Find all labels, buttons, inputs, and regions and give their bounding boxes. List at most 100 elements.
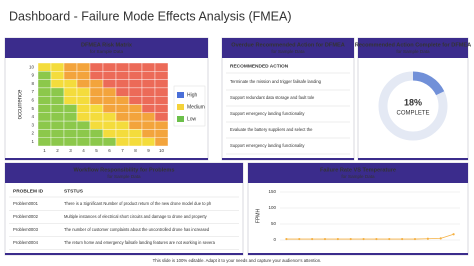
line-point (298, 237, 301, 241)
panel-subtitle: for Sample Data (90, 49, 124, 54)
legend-label: High (187, 92, 198, 98)
risk-cell (37, 112, 52, 122)
x-tick-label: 5 (95, 148, 98, 153)
risk-cell (141, 87, 156, 97)
legend-swatch (177, 92, 184, 98)
risk-cell (102, 120, 117, 130)
x-tick-label: 2 (56, 148, 59, 153)
panel-header (5, 163, 243, 183)
table-cell: Support redundant data storage and fault… (230, 95, 315, 100)
x-tick-label: 8 (134, 148, 137, 153)
x-tick-label: 1 (43, 148, 46, 153)
donut-arc (412, 71, 445, 96)
panel-subtitle: for Sample Data (396, 49, 430, 54)
risk-cell (128, 79, 143, 89)
table-cell: Problem0002 (13, 214, 39, 219)
panel-bottom-bar (222, 158, 354, 160)
risk-cell (102, 104, 117, 114)
risk-cell (76, 71, 91, 80)
risk-cell (128, 120, 143, 130)
panel-title: Overdue Recommended Action for DFMEA (231, 42, 345, 48)
risk-cell (141, 95, 156, 105)
risk-cell (37, 95, 52, 105)
risk-cell (154, 71, 169, 80)
panel-bottom-bar (358, 158, 468, 160)
risk-cell (141, 104, 156, 114)
risk-cell (154, 120, 169, 130)
risk-cell (141, 62, 156, 72)
risk-cell (89, 79, 104, 89)
risk-cell (50, 87, 65, 97)
risk-cell (154, 112, 169, 122)
risk-cell (37, 79, 52, 89)
risk-cell (37, 62, 52, 72)
risk-cell (154, 79, 169, 89)
risk-cell (102, 71, 117, 80)
y-tick-label: 7 (31, 89, 34, 94)
y-tick-label: 6 (31, 98, 34, 103)
risk-cell (89, 95, 104, 105)
risk-cell (115, 71, 130, 80)
risk-cell (141, 129, 156, 138)
y-tick-label: 3 (31, 122, 34, 127)
panel-bottom-bar (5, 158, 208, 160)
risk-cell (89, 104, 104, 114)
risk-cell (76, 129, 91, 138)
table-cell: Support emergency landing functionality (230, 111, 305, 116)
risk-cell (63, 62, 78, 72)
line-point (362, 237, 365, 241)
line-point (413, 237, 417, 241)
risk-cell (76, 120, 91, 130)
risk-cell (37, 71, 52, 80)
risk-cell (50, 120, 65, 130)
legend-swatch (177, 104, 184, 110)
footer-note: This slide is 100% editable. Adapt it to… (153, 258, 322, 263)
table-cell: There is a Significant Number of product… (64, 201, 212, 206)
risk-cell (76, 87, 91, 97)
risk-cell (63, 71, 78, 80)
table-cell: Problem0003 (13, 227, 39, 232)
table-cell: Problem0001 (13, 201, 39, 206)
panel-header (5, 38, 208, 58)
y-tick-label: 2 (31, 131, 34, 136)
x-tick-label: 6 (108, 148, 111, 153)
risk-cell (154, 129, 169, 138)
risk-cell (128, 62, 143, 72)
y-tick-label: 1 (31, 139, 34, 144)
donut-label: COMPLETE (396, 111, 429, 117)
risk-cell (128, 112, 143, 122)
risk-cell (154, 137, 169, 147)
risk-cell (115, 95, 130, 105)
risk-cell (76, 104, 91, 114)
risk-cell (141, 120, 156, 130)
risk-cell (63, 137, 78, 147)
y-axis-label: FPMH (255, 209, 261, 224)
risk-cell (63, 129, 78, 138)
risk-cell (76, 62, 91, 72)
panel-title: DFMEA Risk Matrix (81, 42, 133, 48)
table-header: STSTUS (64, 188, 84, 194)
risk-cell (102, 79, 117, 89)
risk-cell (102, 129, 117, 138)
risk-cell (50, 79, 65, 89)
risk-cell (89, 87, 104, 97)
risk-cell (141, 112, 156, 122)
risk-cell (128, 104, 143, 114)
panel-title: Workflow Responsibility for Problems (74, 167, 175, 173)
panel (221, 37, 355, 161)
risk-cell (115, 137, 130, 147)
risk-cell (115, 87, 130, 97)
risk-cell (37, 129, 52, 138)
line-point (311, 237, 314, 241)
table-header: RECOMMENDED ACTION (230, 63, 289, 69)
panel-bottom-bar (248, 253, 468, 255)
risk-cell (63, 79, 78, 89)
y-axis-label: occurrence (18, 89, 24, 119)
risk-cell (102, 137, 117, 147)
risk-cell (115, 62, 130, 72)
risk-cell (76, 112, 91, 122)
panel-header (222, 38, 354, 58)
risk-cell (50, 112, 65, 122)
panel-header (358, 38, 468, 58)
